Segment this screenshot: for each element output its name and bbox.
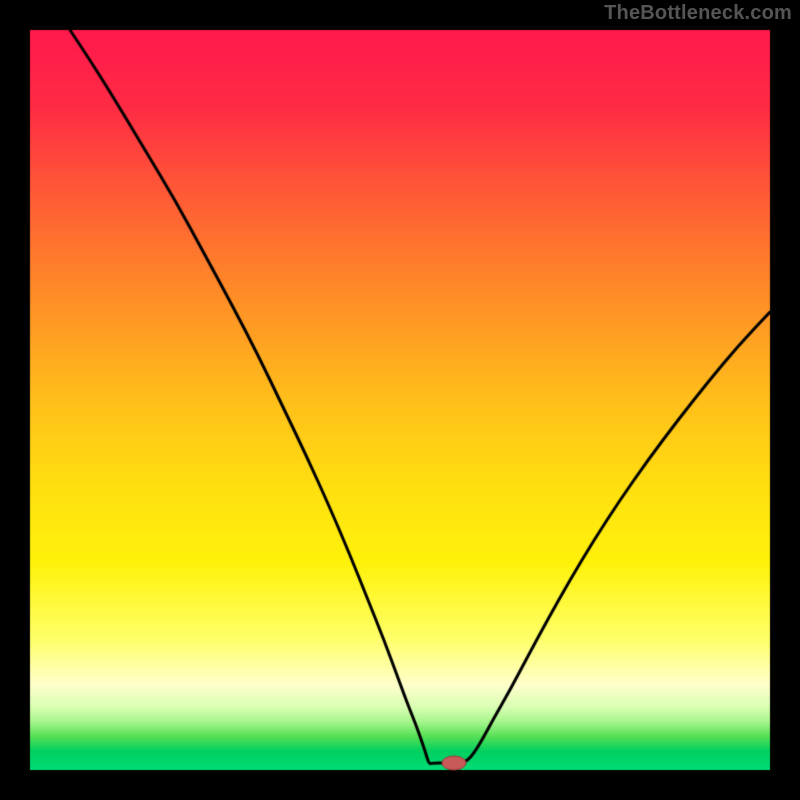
- chart-stage: TheBottleneck.com: [0, 0, 800, 800]
- bottleneck-chart-canvas: [0, 0, 800, 800]
- watermark-label: TheBottleneck.com: [604, 2, 792, 25]
